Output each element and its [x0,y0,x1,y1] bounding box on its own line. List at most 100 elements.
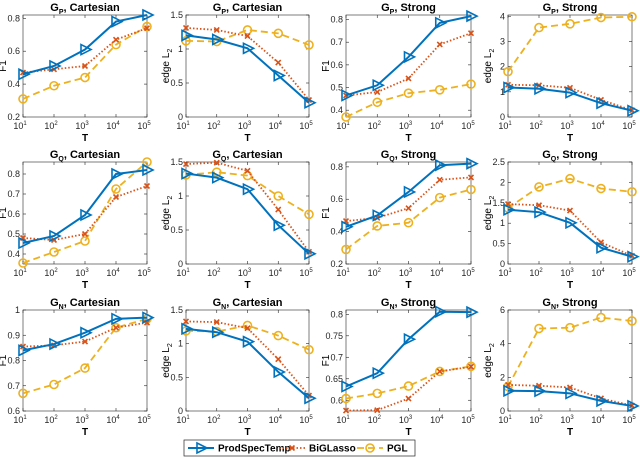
legend-item-biglasso: BiGLasso [279,444,356,455]
series-biglasso [342,363,475,414]
series-line [185,324,310,351]
data-point [627,186,637,197]
legend-marker [196,441,209,455]
series-prodspectemp [181,29,317,110]
data-point [112,324,120,331]
y-axis-label: edge L2 [483,49,496,84]
data-point [403,50,417,64]
y-axis-label: edge L2 [161,196,174,231]
series-line [185,34,310,104]
data-point [181,167,194,180]
series-line [507,384,633,407]
series-line [507,389,633,407]
data-point [466,157,479,170]
series-line [22,169,148,244]
axes-box [345,14,472,118]
axes-box [345,161,472,265]
y-axis-label: edge L2 [483,343,496,378]
y-tick-label: 0.7 [330,37,343,47]
series-prodspectemp [341,157,479,234]
legend: ProdSpecTemp BiGLasso PGL [183,439,416,457]
data-point [142,8,155,22]
data-point [372,388,383,399]
data-point [372,97,383,108]
y-tick-label: 0.9 [7,330,20,340]
y-tick-label: 0.6 [7,406,20,416]
data-point [466,305,479,319]
subplot-11: 0.6 0.65 0.7 0.75 0.8 101 102 103 104 105 T F1 GN, S… [321,297,479,438]
data-point [535,202,543,209]
series-line [22,317,148,395]
data-point [596,183,606,194]
data-point [18,258,28,268]
x-tick-label: 104 [106,415,120,425]
data-point [211,33,225,46]
series-prodspectemp [18,311,155,357]
y-tick-label: 3 [500,36,505,46]
data-point [213,319,220,326]
data-point [143,182,151,190]
y-tick-label: 0.75 [325,331,343,341]
subplot-title: GP, Strong [543,2,598,16]
series-prodspectemp [503,203,640,263]
x-tick-label: 103 [560,268,574,278]
y-tick-label: 0.4 [7,249,20,259]
data-point [181,29,194,42]
series-biglasso [342,30,475,99]
subplot-title: GN, Strong [542,297,597,311]
data-point [242,182,256,196]
x-axis-label: T [244,280,250,291]
y-axis-label: F1 [321,60,332,72]
y-tick-label: 4 [500,11,505,21]
x-tick-label: 104 [106,121,120,131]
y-tick-label: 0.8 [7,13,20,23]
y-tick-label: 1 [178,44,183,54]
y-axis-label: F1 [0,60,9,72]
data-point [534,182,544,192]
data-point [244,33,251,40]
data-point [565,216,578,230]
x-axis-label: T [567,427,573,438]
data-point [434,305,448,319]
data-point [565,19,575,29]
y-axis-label: edge L2 [161,343,174,378]
series-prodspectemp [341,305,479,393]
x-axis-label: T [82,133,88,144]
data-point [304,344,314,355]
data-point [80,72,90,83]
x-tick-label: 103 [75,415,89,425]
x-tick-label: 105 [299,268,313,278]
data-point [434,85,445,95]
data-point [142,21,152,32]
axes-box [507,14,633,118]
data-point [627,399,640,413]
data-point [143,25,151,32]
legend-label: PGL [387,444,408,455]
series-line [345,162,472,228]
axes-box [22,309,148,412]
axes-box [507,161,633,265]
data-point [275,356,282,363]
subplot-title: GQ, Strong [542,149,598,163]
data-point [503,81,516,94]
series-prodspectemp [181,322,317,405]
data-point [467,30,475,37]
data-point [111,322,121,333]
x-tick-label: 101 [336,268,350,278]
x-tick-label: 102 [368,268,382,278]
x-tick-label: 104 [430,268,444,278]
x-tick-label: 102 [207,268,221,278]
y-tick-label: 0.7 [7,381,20,391]
series-pgl [503,11,637,77]
data-point [436,368,443,375]
data-point [565,173,575,184]
data-point [372,209,386,222]
data-point [503,384,516,398]
x-axis-label: T [567,133,573,144]
y-axis-label: edge L2 [483,196,496,231]
x-tick-label: 103 [75,121,89,131]
data-point [242,25,253,35]
